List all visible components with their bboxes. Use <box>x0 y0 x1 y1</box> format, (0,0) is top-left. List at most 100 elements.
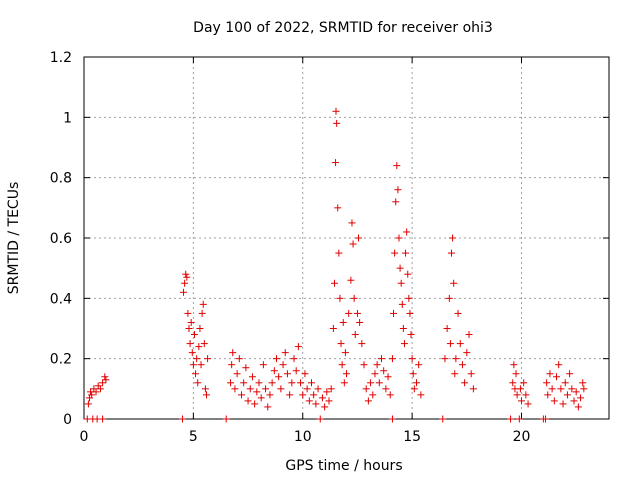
data-point <box>102 376 110 384</box>
data-point <box>292 367 300 375</box>
x-tick-label: 20 <box>513 429 531 445</box>
data-point <box>294 343 302 351</box>
data-point <box>301 370 309 378</box>
data-point <box>364 397 372 405</box>
data-point <box>448 249 455 257</box>
data-point <box>185 325 193 332</box>
data-point <box>449 234 457 242</box>
data-point <box>507 415 515 423</box>
data-point <box>201 385 209 393</box>
data-point <box>566 370 574 378</box>
data-point <box>380 367 388 375</box>
data-point <box>182 270 190 278</box>
data-point <box>194 379 202 387</box>
data-point <box>446 340 454 348</box>
data-point <box>452 355 460 363</box>
data-point <box>413 379 420 387</box>
data-point <box>200 340 208 348</box>
data-point <box>204 355 212 363</box>
data-point <box>461 379 469 387</box>
data-point <box>463 349 471 357</box>
data-point <box>101 373 109 381</box>
data-point <box>183 273 191 281</box>
data-point <box>327 385 335 393</box>
data-point <box>310 391 318 399</box>
data-point <box>458 361 466 369</box>
data-point <box>203 391 210 399</box>
data-point <box>417 391 425 399</box>
data-point <box>273 355 280 363</box>
data-point <box>312 400 320 408</box>
data-point <box>404 270 412 278</box>
data-point <box>259 361 267 369</box>
data-point <box>266 391 274 399</box>
data-point <box>400 340 408 348</box>
data-point <box>443 325 451 332</box>
data-point <box>189 361 197 369</box>
data-point <box>570 397 578 405</box>
data-point <box>195 343 203 351</box>
data-point <box>356 318 364 326</box>
data-point <box>228 361 236 369</box>
data-point <box>513 391 521 399</box>
data-point <box>345 309 353 317</box>
data-point <box>382 385 390 393</box>
data-point <box>465 331 473 339</box>
data-point <box>338 361 346 369</box>
data-point <box>360 361 368 369</box>
data-point <box>559 400 567 408</box>
data-point <box>99 415 107 423</box>
data-point <box>409 370 417 378</box>
x-axis-ticks: 0 5 10 15 20 <box>80 57 531 445</box>
data-point <box>371 370 379 378</box>
x-tick-label: 0 <box>80 429 89 445</box>
data-point <box>561 379 569 387</box>
data-point <box>358 340 366 348</box>
data-point <box>334 204 342 212</box>
data-point <box>391 249 399 257</box>
data-point <box>450 279 458 287</box>
data-point <box>196 325 204 332</box>
data-point <box>238 391 245 399</box>
data-point <box>516 385 524 393</box>
data-point <box>253 388 261 396</box>
data-point <box>339 318 347 326</box>
data-points <box>83 107 588 423</box>
data-point <box>222 415 230 423</box>
data-point <box>350 294 358 302</box>
data-point <box>574 403 582 411</box>
data-point <box>577 394 585 402</box>
data-point <box>580 385 588 393</box>
data-point <box>199 300 207 308</box>
data-point <box>510 361 518 369</box>
data-point <box>316 415 324 423</box>
data-point <box>398 300 406 308</box>
data-point <box>257 394 265 402</box>
data-point <box>563 391 571 399</box>
data-point <box>96 385 104 393</box>
data-point <box>248 373 256 381</box>
data-point <box>288 379 296 387</box>
data-point <box>395 234 403 242</box>
data-point <box>283 370 291 378</box>
data-point <box>303 385 311 393</box>
gridlines <box>84 57 609 419</box>
data-point <box>524 400 532 408</box>
data-point <box>240 379 248 387</box>
data-point <box>362 385 370 393</box>
data-point <box>456 340 464 348</box>
data-point <box>270 367 278 375</box>
data-point <box>347 276 355 284</box>
data-point <box>337 340 345 348</box>
data-point <box>242 364 250 372</box>
data-point <box>251 400 259 408</box>
data-point <box>572 388 580 396</box>
y-tick-label: 1.2 <box>50 50 72 66</box>
data-point <box>178 415 186 423</box>
data-point <box>190 331 198 339</box>
data-point <box>509 379 517 387</box>
data-point <box>335 249 343 257</box>
y-tick-label: 0.4 <box>50 291 72 307</box>
data-point <box>246 385 254 393</box>
